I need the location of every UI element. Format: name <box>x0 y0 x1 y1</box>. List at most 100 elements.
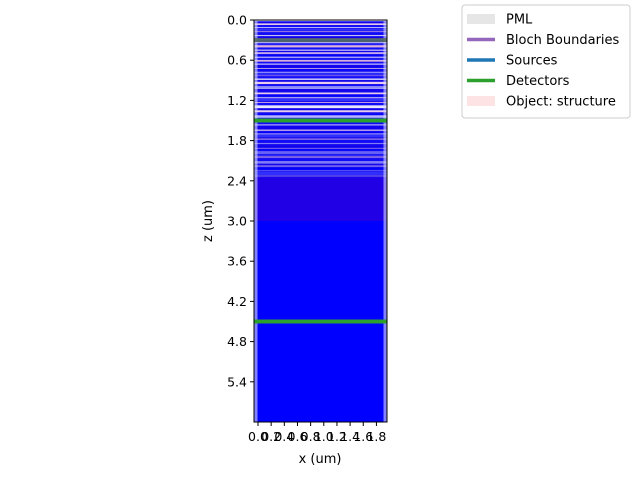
layer-stripe <box>254 87 387 89</box>
multilayer-stack <box>254 20 387 422</box>
layer-stripe <box>254 65 387 68</box>
x-tick-label: 0.4 <box>274 429 294 444</box>
plot-area <box>253 19 388 423</box>
layer-stripe <box>254 71 387 73</box>
layer-stripe <box>254 41 387 44</box>
layer-stripe <box>254 78 387 80</box>
layer-stripe <box>254 69 387 71</box>
y-tick-label: 1.2 <box>227 93 247 108</box>
y-tick-label: 3.6 <box>227 254 247 269</box>
legend-label-bloch-boundaries: Bloch Boundaries <box>506 33 620 48</box>
layer-stripe <box>254 108 387 110</box>
x-tick-label: 1.4 <box>340 429 360 444</box>
layer-stripe <box>254 103 387 105</box>
x-axis-label: x (um) <box>299 452 342 467</box>
layer-stripe <box>254 102 387 103</box>
x-tick-label: 0.8 <box>301 429 321 444</box>
x-tick-label: 1.2 <box>327 429 347 444</box>
layer-stripe <box>254 138 387 141</box>
y-tick-label: 0.0 <box>227 13 247 28</box>
layer-stripe <box>254 56 387 58</box>
y-tick-label: 5.4 <box>227 374 247 389</box>
legend: PML Bloch Boundaries Sources Detectors Objec… <box>461 4 631 119</box>
layer-stripe <box>254 98 387 102</box>
legend-label-pml: PML <box>506 13 533 28</box>
layer-stripe <box>254 43 387 45</box>
layer-stripe <box>254 81 387 85</box>
layer-stripe <box>254 51 387 52</box>
layer-stripe <box>254 159 387 161</box>
layer-stripe <box>254 73 387 75</box>
y-tick-label: 0.6 <box>227 53 247 68</box>
x-tick-label: 0.2 <box>261 429 281 444</box>
layer-stripe <box>254 115 387 118</box>
layer-stripe <box>254 86 387 88</box>
layer-stripe <box>254 170 387 172</box>
layer-stripe <box>254 49 387 51</box>
layer-stripe <box>254 161 387 164</box>
y-tick-label: 4.8 <box>227 334 247 349</box>
layer-stripe <box>254 133 387 135</box>
layer-stripe <box>254 126 387 130</box>
layer-stripe <box>254 94 387 97</box>
layer-stripe <box>254 171 387 175</box>
y-tick-label: 2.4 <box>227 173 247 188</box>
x-tick-label: 1.0 <box>314 429 334 444</box>
x-axis-ticks: 0.00.20.40.60.81.01.21.41.61.8 <box>248 422 386 444</box>
layer-stripe <box>254 52 387 54</box>
layer-stripe <box>254 110 387 113</box>
layer-stripe <box>254 20 387 22</box>
layer-stripe <box>254 164 387 165</box>
layer-stripe <box>254 135 387 138</box>
layer-stripe <box>254 154 387 156</box>
violet-block-region <box>254 177 387 221</box>
layer-stripe <box>254 167 387 170</box>
layer-stripe <box>254 45 387 48</box>
layer-stripe <box>254 68 387 69</box>
legend-swatch-pml <box>467 14 495 24</box>
x-tick-label: 0.0 <box>248 429 268 444</box>
layer-stripe <box>254 36 387 39</box>
legend-label-detectors: Detectors <box>506 74 570 89</box>
layer-stripe <box>254 32 387 34</box>
layer-stripe <box>254 97 387 99</box>
layer-stripe <box>254 92 387 95</box>
y-axis-label: z (um) <box>201 200 216 242</box>
layer-stripe <box>254 105 387 109</box>
layer-stripe <box>254 22 387 23</box>
layer-stripe <box>254 89 387 92</box>
y-axis-ticks: 0.0 0.6 1.2 1.8 2.4 3.0 3.6 4.2 4.8 5.4 <box>227 13 254 389</box>
left-edge-band <box>254 20 258 422</box>
layer-stripe <box>254 147 387 149</box>
y-tick-label: 4.2 <box>227 294 247 309</box>
layer-stripe <box>254 76 387 78</box>
layer-stripe <box>254 35 387 37</box>
layer-stripe <box>254 149 387 151</box>
y-tick-label: 3.0 <box>227 214 247 229</box>
layer-stripe <box>254 140 387 143</box>
x-tick-label: 1.6 <box>353 429 373 444</box>
layer-stripe <box>254 31 387 33</box>
layer-stripe <box>254 113 387 115</box>
layer-stripe <box>254 165 387 167</box>
layer-stripe <box>254 28 387 31</box>
legend-frame <box>461 4 631 119</box>
legend-label-object-structure: Object: structure <box>506 95 616 110</box>
y-tick-label: 1.8 <box>227 133 247 148</box>
layer-stripe <box>254 63 387 65</box>
layer-stripe <box>254 60 387 62</box>
layer-stripe <box>254 58 387 60</box>
layer-stripe <box>254 26 387 28</box>
layer-stripe <box>254 129 387 131</box>
layer-stripe <box>254 55 387 57</box>
layer-stripe <box>254 121 387 124</box>
layer-stripe <box>254 142 387 145</box>
layer-stripe <box>254 23 387 25</box>
layer-stripe <box>254 131 387 134</box>
monitor-lines <box>254 38 387 324</box>
x-tick-label: 1.8 <box>366 429 386 444</box>
x-tick-label: 0.6 <box>288 429 308 444</box>
layer-stripe <box>254 124 387 126</box>
layer-stripe <box>254 80 387 82</box>
